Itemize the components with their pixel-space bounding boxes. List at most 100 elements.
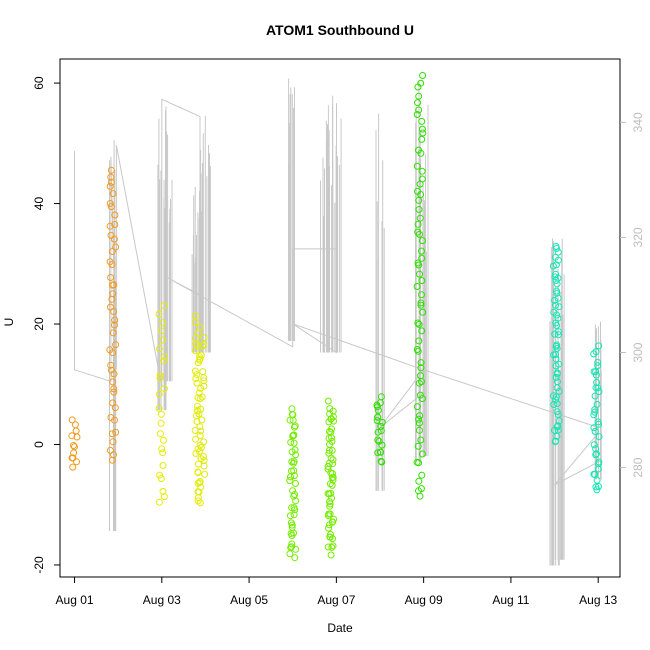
- secondary-series: [74, 78, 602, 566]
- data-point: [72, 427, 80, 435]
- data-point: [377, 457, 385, 465]
- data-point: [416, 214, 424, 222]
- data-point: [552, 437, 560, 445]
- data-point: [69, 463, 77, 471]
- data-point: [111, 211, 119, 219]
- data-point: [552, 301, 559, 309]
- data-point: [419, 308, 427, 316]
- data-point: [196, 356, 204, 364]
- data-point: [194, 445, 202, 453]
- data-point: [288, 458, 296, 466]
- data-point: [413, 162, 421, 170]
- data-point: [417, 299, 425, 307]
- data-point: [414, 220, 422, 228]
- data-point: [195, 488, 203, 496]
- data-point: [414, 259, 422, 267]
- data-point: [415, 206, 423, 213]
- data-point: [107, 303, 114, 311]
- data-point: [110, 388, 118, 396]
- data-point: [415, 419, 423, 427]
- y2-tick-label: 320: [631, 227, 645, 247]
- data-point: [550, 401, 558, 408]
- data-point: [415, 146, 422, 154]
- data-point: [193, 342, 201, 349]
- data-point: [191, 312, 199, 319]
- data-point: [377, 393, 385, 401]
- data-point: [286, 512, 294, 520]
- data-point: [286, 550, 294, 558]
- data-point: [415, 426, 423, 434]
- data-point: [414, 99, 421, 107]
- data-point: [418, 277, 426, 285]
- data-point: [159, 462, 167, 469]
- data-point: [159, 449, 167, 457]
- x-tick-label: Aug 05: [230, 593, 268, 607]
- data-point: [158, 327, 165, 335]
- data-point: [593, 450, 600, 458]
- data-point: [417, 359, 425, 367]
- data-point: [415, 337, 423, 345]
- y-tick-label: 0: [32, 441, 46, 448]
- data-point: [328, 425, 335, 433]
- data-point: [415, 92, 423, 100]
- data-point: [289, 487, 297, 495]
- data-point: [192, 435, 200, 443]
- data-point: [552, 270, 560, 278]
- data-point: [106, 258, 114, 266]
- data-point: [157, 419, 165, 427]
- data-point: [414, 442, 422, 450]
- data-point: [68, 432, 76, 440]
- data-point: [68, 416, 76, 424]
- data-point: [327, 551, 335, 559]
- data-point: [592, 445, 600, 453]
- data-point: [327, 489, 335, 497]
- data-point: [200, 382, 208, 390]
- data-point: [413, 403, 421, 411]
- data-point: [375, 437, 383, 445]
- data-point: [418, 117, 426, 125]
- data-point: [196, 423, 204, 431]
- data-point: [590, 350, 598, 358]
- data-point: [156, 371, 164, 379]
- data-point: [110, 281, 118, 289]
- data-point: [419, 237, 426, 245]
- data-point: [553, 370, 561, 378]
- data-point: [288, 540, 296, 548]
- data-point: [328, 543, 336, 551]
- data-point: [553, 341, 561, 349]
- data-point: [555, 360, 563, 368]
- data-point: [326, 405, 334, 413]
- data-point: [593, 486, 601, 494]
- data-point: [107, 366, 115, 374]
- data-point: [155, 498, 163, 506]
- data-point: [191, 367, 199, 375]
- data-point: [196, 323, 204, 331]
- data-point: [418, 471, 426, 479]
- data-point: [595, 433, 603, 441]
- data-point: [555, 303, 563, 311]
- data-point: [553, 345, 561, 352]
- data-point: [418, 167, 426, 175]
- y-tick-label: 20: [32, 317, 46, 331]
- data-point: [196, 395, 204, 403]
- data-point: [156, 471, 164, 479]
- data-point: [199, 368, 207, 376]
- data-point: [590, 368, 598, 376]
- data-point: [325, 524, 333, 532]
- data-point: [419, 129, 427, 137]
- data-point: [156, 430, 164, 438]
- data-point: [108, 248, 116, 255]
- y-tick-label: -20: [32, 556, 46, 574]
- chart-title: ATOM1 Southbound U: [266, 22, 414, 38]
- data-point: [290, 423, 298, 431]
- data-point: [200, 341, 208, 349]
- data-point: [159, 319, 167, 327]
- data-point: [554, 314, 562, 322]
- data-point: [554, 422, 562, 430]
- data-point: [417, 364, 425, 372]
- data-point: [416, 412, 424, 420]
- data-point: [418, 125, 426, 133]
- data-point: [554, 331, 562, 339]
